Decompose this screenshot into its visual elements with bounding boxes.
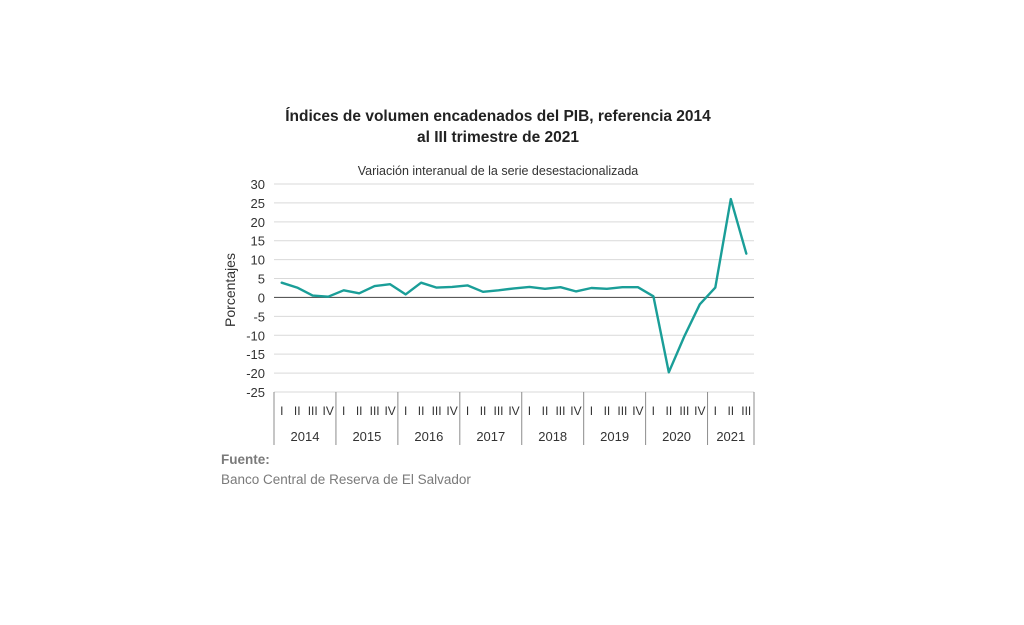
y-tick-label: 10 xyxy=(251,253,265,268)
quarter-tick-label: IV xyxy=(632,404,643,418)
y-tick-label: 0 xyxy=(258,290,265,305)
y-tick-label: 5 xyxy=(258,272,265,287)
year-label: 2020 xyxy=(662,429,691,444)
year-label: 2016 xyxy=(414,429,443,444)
year-label: 2017 xyxy=(476,429,505,444)
y-tick-label: 30 xyxy=(251,177,265,192)
quarter-tick-label: I xyxy=(652,404,655,418)
quarter-tick-label: I xyxy=(714,404,717,418)
chart-title-line-1: Índices de volumen encadenados del PIB, … xyxy=(285,108,711,125)
year-label: 2015 xyxy=(352,429,381,444)
quarter-tick-label: II xyxy=(604,404,611,418)
quarter-tick-label: III xyxy=(617,404,627,418)
y-tick-labels: 30 25 20 15 10 5 0 -5 -10 -15 -20 -25 xyxy=(246,177,265,400)
quarter-tick-label: III xyxy=(432,404,442,418)
y-axis-label: Porcentajes xyxy=(222,253,238,327)
y-tick-label: -25 xyxy=(246,385,265,400)
y-tick-label: -15 xyxy=(246,347,265,362)
quarter-tick-label: II xyxy=(480,404,487,418)
series-line-group xyxy=(280,197,748,374)
quarter-tick-label: IV xyxy=(446,404,457,418)
quarter-tick-label: I xyxy=(466,404,469,418)
gridlines xyxy=(274,183,754,393)
quarter-tick-label: I xyxy=(342,404,345,418)
quarter-tick-label: II xyxy=(542,404,549,418)
source-note: Fuente: Banco Central de Reserva de El S… xyxy=(221,450,471,490)
quarter-tick-label: IV xyxy=(384,404,395,418)
chart-subtitle: Variación interanual de la serie desesta… xyxy=(357,164,639,178)
quarter-tick-label: III xyxy=(308,404,318,418)
quarter-tick-label: I xyxy=(280,404,283,418)
quarter-tick-label: II xyxy=(356,404,363,418)
quarter-tick-label: III xyxy=(370,404,380,418)
quarter-tick-label: II xyxy=(418,404,425,418)
chart-title: Índices de volumen encadenados del PIB, … xyxy=(250,106,746,148)
quarter-tick-label: IV xyxy=(694,404,705,418)
y-tick-label: 20 xyxy=(251,215,265,230)
quarter-tick-label: II xyxy=(294,404,301,418)
year-label: 2019 xyxy=(600,429,629,444)
y-tick-label: -20 xyxy=(246,366,265,381)
series-line xyxy=(280,197,748,374)
quarter-tick-label: III xyxy=(741,404,751,418)
year-label: 2018 xyxy=(538,429,567,444)
quarter-tick-label: I xyxy=(590,404,593,418)
quarter-tick-label: III xyxy=(555,404,565,418)
quarter-tick-label: III xyxy=(494,404,504,418)
quarter-tick-label: IV xyxy=(508,404,519,418)
quarter-tick-label: IV xyxy=(570,404,581,418)
quarter-tick-label: I xyxy=(404,404,407,418)
quarter-tick-label: I xyxy=(528,404,531,418)
quarter-tick-label: II xyxy=(666,404,673,418)
quarter-tick-label: III xyxy=(679,404,689,418)
source-label: Fuente: xyxy=(221,452,270,467)
chart-title-line-2: al III trimestre de 2021 xyxy=(417,129,579,146)
y-tick-label: -10 xyxy=(246,328,265,343)
y-tick-label: -5 xyxy=(253,309,265,324)
source-text: Banco Central de Reserva de El Salvador xyxy=(221,472,471,487)
year-label: 2014 xyxy=(291,429,320,444)
quarter-tick-label: II xyxy=(727,404,734,418)
y-tick-label: 15 xyxy=(251,234,265,249)
y-tick-label: 25 xyxy=(251,196,265,211)
year-label: 2021 xyxy=(716,429,745,444)
quarter-tick-label: IV xyxy=(323,404,334,418)
